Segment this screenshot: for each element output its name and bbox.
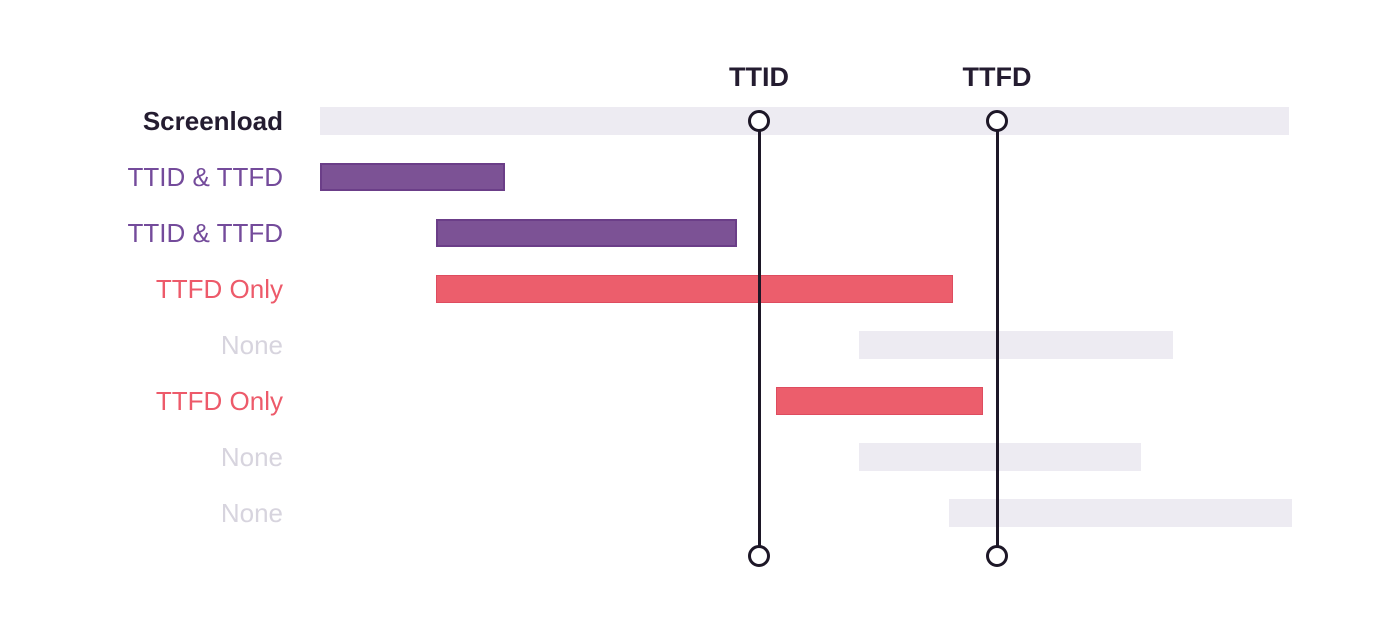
row-label: TTFD Only (155, 274, 283, 304)
span-bar (320, 107, 1289, 135)
ttfd-marker-top-circle-icon (986, 110, 1008, 132)
timeline-row: None (0, 331, 1400, 359)
ttfd-marker-label: TTFD (962, 62, 1032, 92)
span-bar (320, 163, 505, 191)
ttfd-marker-bottom-circle-icon (986, 545, 1008, 567)
timeline-row: TTID & TTFD (0, 219, 1400, 247)
row-label: TTID & TTFD (127, 218, 283, 248)
span-bar (436, 219, 737, 247)
timeline-row: TTFD Only (0, 275, 1400, 303)
ttid-marker-bottom-circle-icon (748, 545, 770, 567)
span-bar (776, 387, 983, 415)
row-label: TTFD Only (155, 386, 283, 416)
timeline-row: None (0, 499, 1400, 527)
ttid-marker-label: TTID (729, 62, 789, 92)
row-label: None (220, 498, 283, 528)
span-bar (949, 499, 1292, 527)
row-label: TTID & TTFD (127, 162, 283, 192)
row-label: None (220, 330, 283, 360)
row-label: None (220, 442, 283, 472)
timeline-row: TTID & TTFD (0, 163, 1400, 191)
span-bar (436, 275, 953, 303)
timeline-row: Screenload (0, 107, 1400, 135)
row-label: Screenload (142, 106, 283, 136)
ttid-marker-line (757, 121, 761, 556)
timeline-row: None (0, 443, 1400, 471)
ttfd-marker-line (995, 121, 999, 556)
ttid-marker-top-circle-icon (748, 110, 770, 132)
span-bar (859, 331, 1173, 359)
timeline-row: TTFD Only (0, 387, 1400, 415)
span-bar (859, 443, 1141, 471)
